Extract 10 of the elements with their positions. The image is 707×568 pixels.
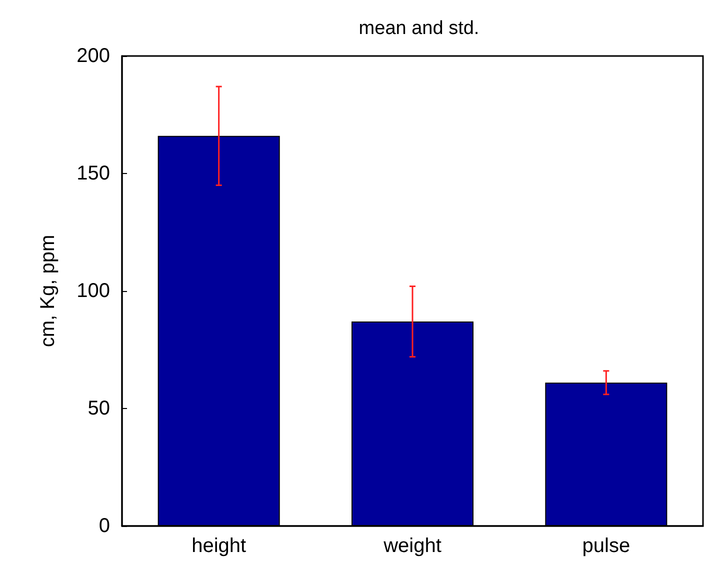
y-tick-label: 50: [88, 398, 110, 420]
x-tick-label: height: [192, 535, 247, 557]
y-axis-title: cm, Kg, ppm: [37, 234, 59, 348]
y-tick-label: 100: [76, 280, 110, 302]
y-tick-label: 150: [76, 162, 110, 184]
y-tick-label: 200: [76, 45, 110, 67]
chart-title: mean and std.: [358, 18, 480, 39]
x-tick-label: pulse: [582, 535, 630, 557]
x-tick-label: weight: [382, 535, 442, 557]
y-tick-label: 0: [98, 515, 110, 537]
